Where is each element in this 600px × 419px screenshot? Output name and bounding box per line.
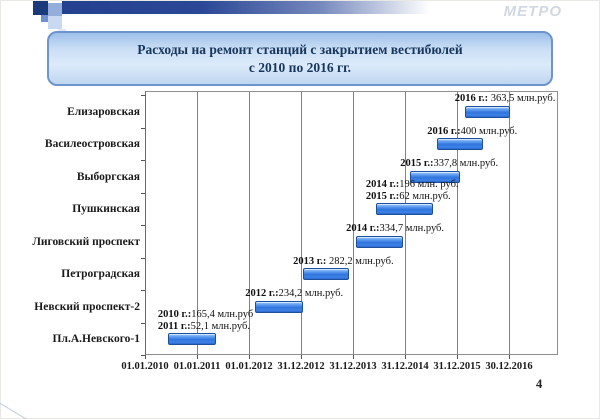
bar-value-amount: 165,4 млн.руб <box>191 309 254 320</box>
bar-value-year: 2010 г.: <box>157 309 192 320</box>
bar-value-label: 2015 г.:337,8 млн.руб. <box>400 158 498 170</box>
station-label: Елизаровская <box>67 105 140 118</box>
gridline <box>197 92 198 354</box>
gantt-bar <box>410 170 461 183</box>
x-axis-tick <box>301 355 302 359</box>
bar-value-line: 2014 г.:334,7 млн.руб. <box>346 223 444 235</box>
bar-value-year: 2015 г.: <box>400 158 434 169</box>
gridline <box>353 92 354 354</box>
bar-value-line: 2013 г.: 282,2 млн.руб. <box>293 256 394 268</box>
y-axis-tick <box>141 225 145 227</box>
slide-title-line1: Расходы на ремонт станций с закрытием ве… <box>137 41 463 57</box>
x-axis-label: 31.12.2014 <box>381 361 429 372</box>
x-axis-tick <box>249 355 250 359</box>
x-axis-label: 30.12.2016 <box>485 361 533 372</box>
bar-value-line: 2015 г.:62 млн.руб. <box>366 191 459 203</box>
gridline <box>457 92 458 354</box>
x-axis-tick <box>457 355 458 359</box>
bar-value-year: 2016 г.: <box>427 125 461 137</box>
bar-value-amount: 282,2 млн.руб. <box>326 255 394 267</box>
station-label: Пл.А.Невского-1 <box>52 333 140 345</box>
gantt-bar <box>167 333 217 345</box>
station-label: Выборгская <box>76 170 140 183</box>
bar-value-line: 2010 г.:165,4 млн.руб <box>158 309 253 321</box>
bar-value-year: 2013 г.: <box>293 255 327 267</box>
gantt-bar <box>255 300 304 313</box>
x-axis-tick <box>197 355 198 359</box>
deco-square-pale <box>48 16 62 29</box>
bar-value-amount: 196 млн. руб. <box>399 179 459 190</box>
bar-value-label: 2012 г.:234,2 млн.руб. <box>245 288 343 300</box>
gantt-bar <box>375 203 434 215</box>
gantt-bar <box>437 138 483 150</box>
y-axis-tick <box>141 127 145 129</box>
y-axis-tick <box>141 290 145 292</box>
station-label: Петроградская <box>61 268 140 280</box>
plot-area <box>145 91 558 355</box>
y-axis-tick <box>141 192 145 194</box>
station-label: Пушкинская <box>72 203 140 215</box>
x-axis-tick <box>509 355 510 359</box>
bar-value-amount: 337,8 млн.руб. <box>433 158 499 169</box>
x-axis-label: 01.01.2010 <box>121 361 169 372</box>
station-label: Лиговский проспект <box>32 235 140 248</box>
bar-value-amount: 334,7 млн.руб. <box>379 223 445 234</box>
bar-value-line: 2014 г.:196 млн. руб. <box>366 179 459 191</box>
x-axis-label: 31.12.2013 <box>329 361 377 372</box>
gantt-bar <box>303 268 349 280</box>
station-label: Василеостровская <box>44 138 140 150</box>
slide-title-box: Расходы на ремонт станций с закрытием ве… <box>47 31 553 86</box>
gridline <box>405 92 406 354</box>
gantt-bar <box>464 105 511 118</box>
bar-value-year: 2016 г.: <box>454 93 489 104</box>
bar-value-amount: 363,5 млн.руб. <box>488 93 556 104</box>
page-number: 4 <box>536 377 543 391</box>
x-axis-tick <box>353 355 354 359</box>
bar-value-year: 2014 г.: <box>365 179 400 190</box>
x-axis-label: 31.12.2015 <box>433 361 481 372</box>
bar-value-label: 2014 г.:334,7 млн.руб. <box>346 223 444 235</box>
slide-title-line2: с 2010 по 2016 гг. <box>248 59 352 75</box>
bar-value-line: 2016 г.:400 млн.руб. <box>427 126 517 138</box>
gridline <box>301 92 302 354</box>
bar-value-year: 2015 г.: <box>365 190 400 202</box>
y-axis-tick <box>141 322 145 324</box>
bar-value-year: 2011 г.: <box>157 320 191 332</box>
bar-value-line: 2011 г.:52,1 млн.руб. <box>158 321 253 333</box>
deco-square-small <box>41 15 48 22</box>
bar-value-label: 2013 г.: 282,2 млн.руб. <box>293 256 394 268</box>
deco-square-blue <box>48 3 62 16</box>
bar-value-line: 2015 г.:337,8 млн.руб. <box>400 158 498 170</box>
x-axis-label: 01.01.2012 <box>225 361 273 372</box>
gantt-bar <box>356 235 403 248</box>
y-axis-tick <box>141 257 145 259</box>
bar-value-label: 2010 г.:165,4 млн.руб 2011 г.:52,1 млн.ру… <box>158 309 253 332</box>
x-axis-tick <box>405 355 406 359</box>
bar-value-label: 2014 г.:196 млн. руб. 2015 г.:62 млн.руб. <box>366 179 459 202</box>
bar-value-amount: 62 млн.руб. <box>399 190 451 202</box>
bar-value-amount: 52,1 млн.руб. <box>190 320 250 332</box>
station-label: Невский проспект-2 <box>34 300 140 313</box>
deco-square-navy <box>33 1 48 15</box>
gridline <box>249 92 250 354</box>
y-axis-tick <box>141 355 145 356</box>
top-gradient-bar <box>62 1 430 14</box>
x-axis-label: 01.01.2011 <box>173 361 221 372</box>
y-axis-tick <box>141 160 145 162</box>
bar-value-amount: 400 млн.руб. <box>460 125 518 137</box>
bar-value-amount: 234,2 млн.руб. <box>278 288 344 299</box>
bar-value-line: 2016 г.: 363,5 млн.руб. <box>455 93 556 105</box>
bar-value-year: 2014 г.: <box>346 223 380 234</box>
bar-value-label: 2016 г.: 363,5 млн.руб. <box>455 93 556 105</box>
bar-value-line: 2012 г.:234,2 млн.руб. <box>245 288 343 300</box>
gridline <box>509 92 510 354</box>
bar-value-year: 2012 г.: <box>245 288 279 299</box>
bar-value-label: 2016 г.:400 млн.руб. <box>427 126 517 138</box>
x-axis-tick <box>145 355 146 359</box>
metro-logo: МЕТРО <box>503 3 562 20</box>
x-axis-label: 31.12.2012 <box>277 361 325 372</box>
y-axis-tick <box>141 95 145 97</box>
